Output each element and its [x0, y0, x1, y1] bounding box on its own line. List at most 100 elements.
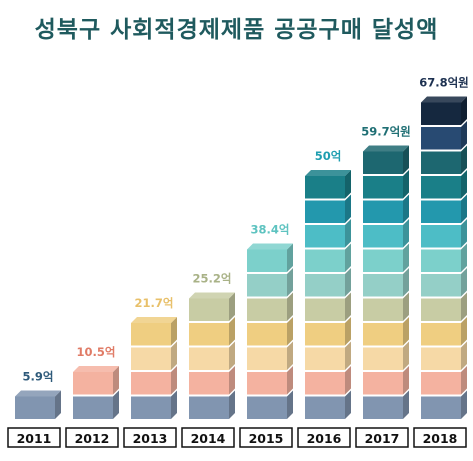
bar-block — [421, 176, 461, 199]
bar-block — [363, 274, 403, 297]
bar-block-top — [363, 145, 409, 152]
bar-block — [363, 249, 403, 272]
bar-block-side — [113, 390, 119, 419]
bar-block — [421, 200, 461, 223]
bar-block — [131, 347, 171, 370]
category-box — [355, 427, 409, 448]
bar-block-side — [403, 390, 409, 419]
bar-block-side — [345, 341, 351, 370]
bar-block — [247, 396, 287, 419]
bar-block-side — [403, 243, 409, 272]
bar-block — [189, 372, 229, 395]
bar-block-side — [345, 219, 351, 248]
bar-block — [305, 274, 345, 297]
bar-block — [73, 396, 113, 419]
bar-block-side — [461, 145, 467, 174]
bar-block-side — [287, 243, 293, 272]
category-box — [65, 427, 119, 448]
bar-block-side — [461, 170, 467, 199]
bar-block-side — [229, 317, 235, 346]
data-label: 67.8억원 — [419, 76, 469, 90]
bar-2016 — [305, 170, 351, 419]
bar-block — [421, 274, 461, 297]
bar-block-side — [287, 366, 293, 395]
bar-block — [421, 298, 461, 321]
bar-block-side — [229, 292, 235, 321]
bar-block — [421, 396, 461, 419]
bar-block — [305, 396, 345, 419]
bar-block — [363, 323, 403, 346]
category-box — [239, 427, 293, 448]
bar-block-side — [461, 390, 467, 419]
bar-block — [363, 200, 403, 223]
bar-block-side — [461, 219, 467, 248]
bar-block — [131, 372, 171, 395]
bar-block — [421, 372, 461, 395]
bar-block-side — [403, 366, 409, 395]
bar-block-top — [421, 96, 467, 103]
category-label: 2013 — [133, 431, 168, 446]
data-label: 38.4억 — [251, 223, 290, 237]
bar-block-side — [113, 366, 119, 395]
data-label: 5.9억 — [23, 370, 54, 384]
data-label: 59.7억원 — [361, 125, 411, 139]
bar-block — [247, 249, 287, 272]
bar-block-side — [403, 292, 409, 321]
bar-block — [305, 372, 345, 395]
bar-2015 — [247, 243, 293, 419]
bar-block-side — [403, 219, 409, 248]
bar-block-side — [403, 341, 409, 370]
bar-block — [305, 323, 345, 346]
bar-block-side — [171, 366, 177, 395]
bar-block-top — [189, 292, 235, 299]
bar-block — [305, 298, 345, 321]
bar-block — [421, 151, 461, 174]
bar-block — [421, 127, 461, 150]
bar-block-side — [345, 390, 351, 419]
bar-block-side — [345, 170, 351, 199]
bar-block — [247, 274, 287, 297]
bar-block — [363, 176, 403, 199]
bar-block-side — [461, 292, 467, 321]
bar-block — [421, 323, 461, 346]
category-box — [297, 427, 351, 448]
bar-block-side — [229, 390, 235, 419]
data-label: 50억 — [315, 149, 342, 163]
bar-block-side — [403, 145, 409, 174]
bar-block-top — [15, 390, 61, 397]
category-label: 2015 — [249, 431, 284, 446]
bar-block-side — [461, 121, 467, 150]
bar-block-side — [287, 317, 293, 346]
bar-block — [131, 323, 171, 346]
data-label: 10.5억 — [77, 345, 116, 359]
bar-block — [363, 298, 403, 321]
bar-block — [247, 323, 287, 346]
bar-block — [189, 347, 229, 370]
bar-block-side — [461, 243, 467, 272]
bar-block — [15, 396, 55, 419]
bar-block — [363, 372, 403, 395]
bar-block — [421, 225, 461, 248]
category-box — [181, 427, 235, 448]
category-label: 2011 — [17, 431, 52, 446]
category-label: 2017 — [365, 431, 400, 446]
bar-block-side — [171, 317, 177, 346]
bar-2018 — [421, 96, 467, 419]
bar-block — [305, 249, 345, 272]
bar-block — [363, 151, 403, 174]
bar-block — [247, 347, 287, 370]
bar-block-side — [461, 341, 467, 370]
category-box — [413, 427, 467, 448]
bar-block — [363, 225, 403, 248]
bar-block-top — [305, 170, 351, 176]
category-label: 2016 — [307, 431, 342, 446]
data-label: 25.2억 — [193, 272, 232, 286]
bar-block-side — [345, 317, 351, 346]
bar-block-side — [461, 194, 467, 223]
bar-block-side — [403, 317, 409, 346]
bar-block — [421, 347, 461, 370]
bar-block-side — [171, 390, 177, 419]
bar-block — [305, 176, 345, 199]
bar-2014 — [189, 292, 235, 419]
